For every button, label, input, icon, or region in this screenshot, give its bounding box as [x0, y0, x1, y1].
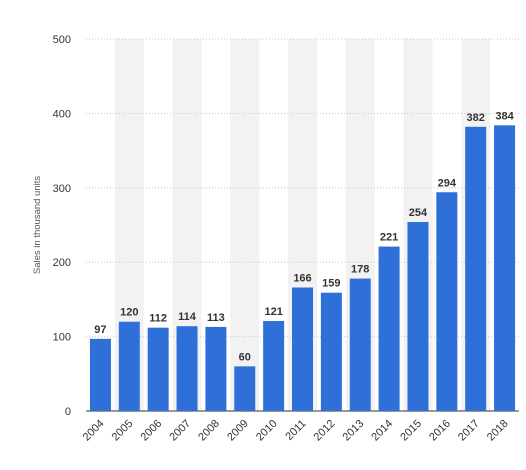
bar-2008	[205, 326, 227, 411]
x-tick-label: 2007	[167, 418, 193, 444]
data-label: 159	[322, 278, 340, 290]
data-label: 254	[409, 207, 428, 219]
x-tick-label: 2012	[312, 418, 338, 444]
x-tick-label: 2018	[485, 418, 511, 444]
x-tick-label: 2017	[456, 418, 482, 444]
x-tick-label: 2011	[283, 418, 308, 443]
y-axis-title: Sales in thousand units	[32, 176, 43, 274]
y-tick-label: 0	[65, 406, 71, 418]
y-tick-label: 100	[53, 332, 71, 344]
data-label: 166	[293, 272, 311, 284]
bar-2009	[234, 366, 256, 411]
data-label: 112	[149, 313, 167, 325]
x-tick-label: 2006	[138, 418, 164, 444]
bar-2018	[494, 125, 516, 411]
x-tick-label: 2009	[225, 418, 251, 444]
x-tick-label: 2005	[110, 418, 136, 444]
bar-2016	[436, 192, 458, 411]
y-axis-ticks: 0 100 200 300 400 500	[53, 34, 71, 418]
bar-2007	[176, 326, 198, 411]
bar-2004	[89, 338, 111, 411]
bar-2011	[292, 287, 313, 411]
bar-2017	[465, 126, 487, 412]
x-tick-label: 2015	[398, 418, 424, 444]
x-tick-label: 2010	[254, 418, 280, 444]
x-tick-label: 2014	[369, 418, 395, 444]
x-tick-label: 2008	[196, 418, 222, 444]
data-label: 120	[120, 307, 138, 319]
bar-2006	[147, 327, 169, 411]
data-label: 178	[351, 264, 369, 276]
data-labels: 97 120 112 114 113 60 121 166 159 178 221 254 294 382…	[94, 110, 514, 363]
y-tick-label: 200	[53, 257, 71, 269]
data-label: 60	[239, 351, 251, 363]
band	[230, 39, 260, 411]
x-tick-label: 2004	[81, 418, 107, 444]
y-tick-label: 300	[53, 183, 71, 195]
y-tick-label: 500	[53, 34, 71, 46]
data-label: 97	[94, 324, 106, 336]
x-axis-ticks: 2004 2005 2006 2007 2008 2009 2010 2011 2012 2013…	[81, 418, 511, 444]
data-label: 121	[264, 306, 282, 318]
bar-2005	[118, 321, 140, 411]
x-tick-label: 2016	[427, 418, 453, 444]
data-label: 114	[178, 311, 197, 323]
data-label: 382	[467, 112, 485, 124]
bar-2014	[378, 246, 400, 411]
x-tick-label: 2013	[341, 418, 367, 444]
y-tick-label: 400	[53, 108, 71, 120]
bar-2015	[407, 222, 429, 411]
data-label: 221	[380, 232, 398, 244]
bars	[89, 125, 516, 412]
data-label: 294	[438, 177, 457, 189]
bar-2010	[263, 320, 285, 411]
bar-2012	[320, 292, 342, 411]
data-label: 384	[495, 110, 514, 122]
bar-2013	[349, 278, 371, 411]
data-label: 113	[207, 312, 225, 324]
